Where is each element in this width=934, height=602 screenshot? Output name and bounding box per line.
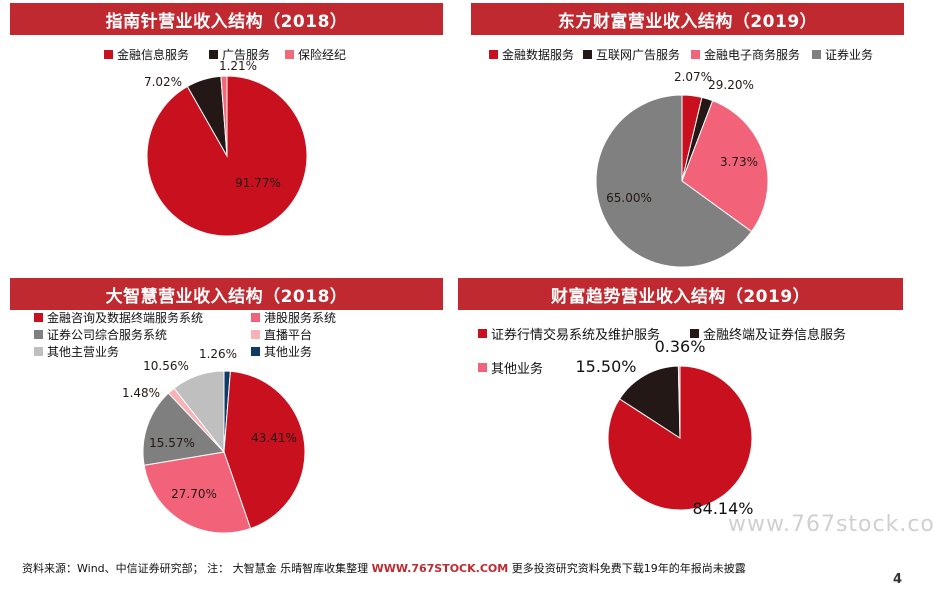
footer-collector: 乐晴智库收集整理 [280,562,369,575]
data-label: 27.70% [171,487,217,501]
pie-slice [677,365,681,439]
pie-slices [142,370,306,534]
data-label: 43.41% [251,431,297,445]
data-label: 7.02% [144,75,182,89]
pie-slice [223,370,306,530]
footer-site-link[interactable]: WWW.767STOCK.COM [371,562,509,575]
watermark: www.767stock.com [728,512,934,537]
pie-slice [618,365,681,439]
pie-slices [146,75,308,237]
footer-note: 19年的年报尚未披露 [643,562,746,575]
data-label: 84.14% [692,499,753,518]
data-label: 65.00% [606,191,652,205]
pie-slice [143,451,252,534]
data-label: 1.21% [219,59,257,73]
footer: 资料来源：Wind、中信证券研究部； 注： 大智慧金 乐晴智库收集整理 WWW.… [22,560,746,576]
data-label: 10.56% [143,359,189,373]
pie-slice [595,94,753,268]
data-label: 1.48% [122,386,160,400]
page-number: 4 [892,572,902,587]
data-label: 29.20% [708,78,754,92]
data-label: 91.77% [235,176,281,190]
pie-slice [142,392,226,466]
pie-slices [607,365,753,511]
data-label: 15.50% [575,357,636,376]
data-label: 3.73% [720,155,758,169]
data-label: 0.36% [655,337,706,356]
pie-slice [173,370,225,454]
footer-source: 资料来源：Wind、中信证券研究部； 注： 大智慧金 [22,562,277,575]
footer-promo: 更多投资研究资料免费下载 [511,562,644,575]
data-label: 15.57% [149,436,195,450]
data-label: 2.07% [674,70,712,84]
pie-slice [220,75,228,157]
pie-slice [681,100,769,233]
data-label: 1.26% [199,347,237,361]
chart-title: 指南针营业收入结构（2018） [10,3,443,35]
pie-slices [595,94,769,268]
